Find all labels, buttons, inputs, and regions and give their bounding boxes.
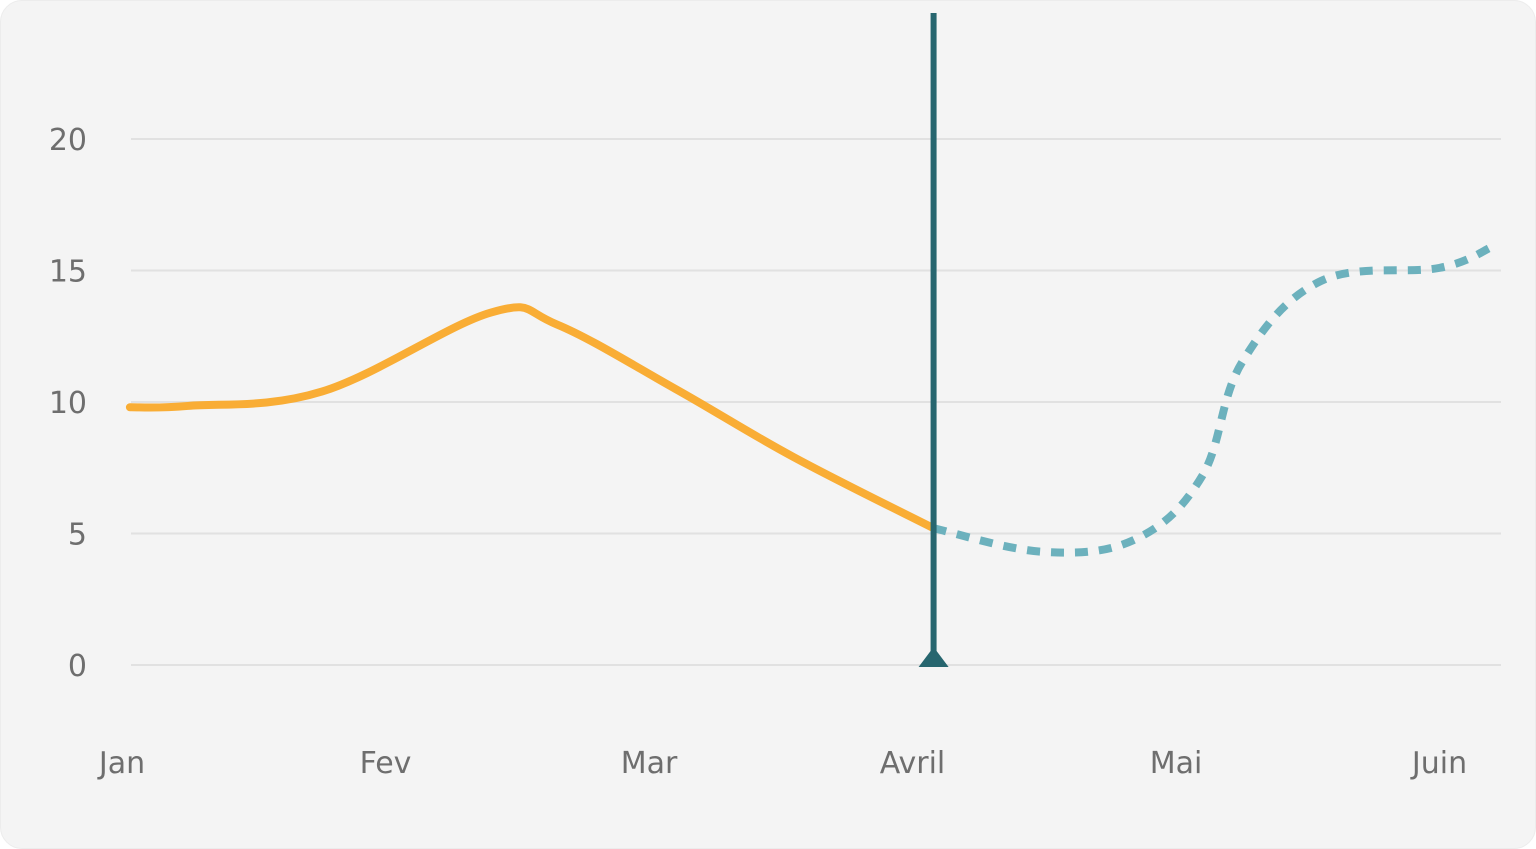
y-axis-labels: 0 5 10 15 20 bbox=[49, 123, 87, 684]
x-tick-label: Jan bbox=[97, 746, 145, 781]
x-tick-label: Juin bbox=[1410, 746, 1467, 781]
y-tick-label: 5 bbox=[68, 518, 87, 553]
y-tick-label: 0 bbox=[68, 649, 87, 684]
marker-base-triangle bbox=[918, 651, 949, 667]
x-axis-labels: Jan Fev Mar Avril Mai Juin bbox=[97, 746, 1467, 781]
actual-line bbox=[125, 303, 938, 533]
series-lines bbox=[125, 243, 1494, 557]
gridlines bbox=[131, 138, 1501, 666]
y-tick-label: 10 bbox=[49, 386, 87, 421]
forecast-line bbox=[932, 243, 1494, 557]
y-tick-label: 15 bbox=[49, 255, 87, 290]
y-tick-label: 20 bbox=[49, 123, 87, 158]
x-tick-label: Mar bbox=[621, 746, 678, 781]
x-tick-label: Mai bbox=[1150, 746, 1203, 781]
current-month-marker bbox=[918, 13, 949, 667]
x-tick-label: Fev bbox=[360, 746, 412, 781]
x-tick-label: Avril bbox=[880, 746, 946, 781]
